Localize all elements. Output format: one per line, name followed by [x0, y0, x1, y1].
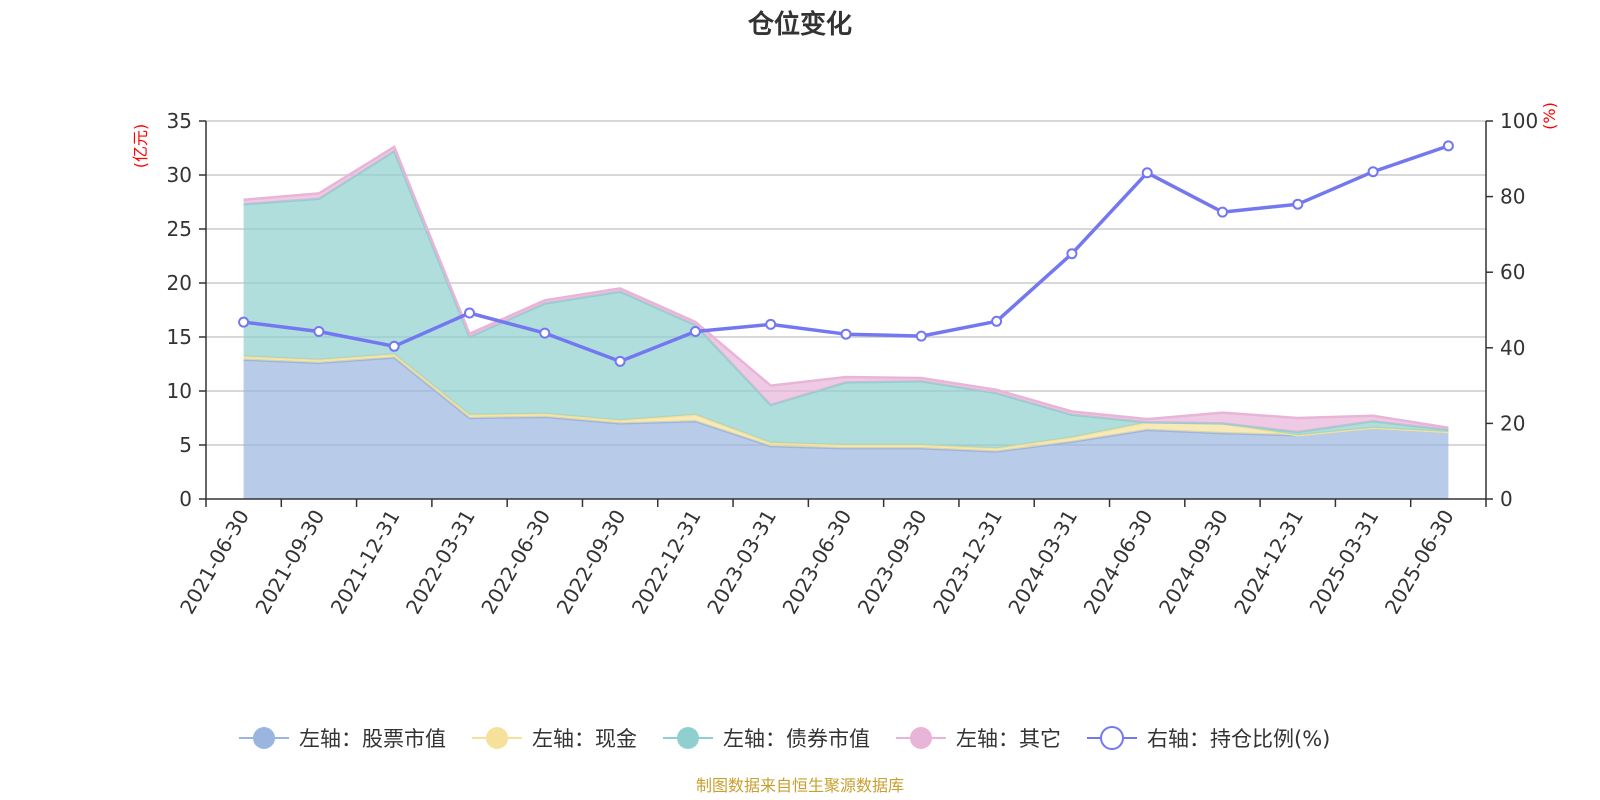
legend-marker: [486, 727, 508, 749]
ratio-line: [238, 140, 1454, 367]
legend-label: 左轴：债券市值: [723, 727, 870, 751]
line-point: [689, 326, 701, 337]
x-tick-label: 2022-09-30: [552, 506, 631, 619]
area-左轴：现金: [243, 354, 1449, 452]
x-tick-label: 2021-12-31: [326, 506, 405, 619]
x-tick-label: 2022-06-30: [476, 506, 555, 619]
legend-label: 左轴：其它: [956, 727, 1061, 751]
left-tick-label: 30: [167, 163, 192, 187]
legend-label: 左轴：现金: [532, 727, 637, 751]
left-tick-label: 10: [167, 379, 192, 403]
legend: 左轴：股票市值 左轴：现金 左轴：债券市值 左轴：其它 右轴：持仓比例(%): [239, 726, 1330, 751]
x-tick-label: 2023-09-30: [853, 506, 932, 619]
legend-marker: [677, 727, 699, 749]
line-point: [1217, 206, 1228, 218]
line-point: [1141, 167, 1153, 179]
left-axis-unit: (亿元): [131, 124, 150, 169]
line-point: [238, 316, 250, 328]
right-tick-label: 100: [1500, 109, 1538, 133]
legend-label: 右轴：持仓比例(%): [1147, 727, 1330, 751]
line-point: [765, 318, 777, 330]
x-tick-label: 2025-06-30: [1380, 506, 1459, 619]
legend-item[interactable]: 左轴：债券市值: [663, 727, 870, 751]
legend-marker: [910, 727, 932, 749]
left-tick-label: 15: [167, 325, 192, 349]
line-point: [991, 315, 1003, 327]
right-tick-label: 40: [1500, 336, 1525, 360]
x-tick-label: 2023-12-31: [928, 506, 1007, 619]
right-axis-unit: (%): [1540, 102, 1559, 130]
legend-item[interactable]: 右轴：持仓比例(%): [1087, 726, 1330, 751]
x-tick-label: 2022-03-31: [401, 506, 480, 619]
line-point: [915, 330, 927, 342]
legend-item[interactable]: 左轴：现金: [472, 727, 637, 751]
x-tick-label: 2024-03-31: [1003, 506, 1082, 619]
x-tick-label: 2024-06-30: [1079, 506, 1158, 619]
right-tick-label: 80: [1500, 185, 1525, 209]
line-point: [313, 326, 325, 337]
line-point: [388, 340, 400, 352]
chart-title: 仓位变化: [747, 9, 852, 40]
x-tick-label: 2025-03-31: [1304, 506, 1383, 619]
x-tick-label: 2022-12-31: [627, 506, 706, 619]
x-tick-label: 2023-06-30: [777, 506, 856, 619]
legend-marker: [253, 727, 275, 749]
line-point: [1292, 198, 1304, 210]
legend-item[interactable]: 左轴：其它: [896, 727, 1061, 751]
x-tick-label: 2024-12-31: [1229, 506, 1308, 619]
x-tick-label: 2021-09-30: [250, 506, 329, 619]
area-edge-左轴：其它: [243, 145, 1449, 429]
left-tick-label: 5: [179, 433, 192, 457]
source-note: 制图数据来自恒生聚源数据库: [696, 776, 904, 795]
stacked-areas: [243, 145, 1449, 499]
right-tick-label: 60: [1500, 260, 1525, 284]
area-左轴：股票市值: [243, 357, 1449, 499]
x-tick-label: 2024-09-30: [1154, 506, 1233, 619]
left-tick-label: 25: [167, 217, 192, 241]
line-point: [1066, 248, 1078, 260]
line-point: [539, 327, 551, 339]
line-point: [840, 328, 852, 340]
x-tick-label: 2021-06-30: [175, 506, 254, 619]
left-tick-label: 35: [167, 109, 192, 133]
line-point: [1442, 140, 1454, 152]
area-左轴：债券市值: [243, 151, 1449, 449]
x-tick-label: 2023-03-31: [702, 506, 781, 619]
line-point: [614, 355, 626, 367]
legend-item[interactable]: 左轴：股票市值: [239, 727, 446, 751]
left-tick-label: 0: [179, 487, 192, 511]
line-point: [464, 307, 475, 319]
right-tick-label: 20: [1500, 411, 1525, 435]
legend-label: 左轴：股票市值: [299, 727, 446, 751]
left-tick-label: 20: [167, 271, 192, 295]
right-tick-label: 0: [1500, 487, 1513, 511]
line-point: [1367, 166, 1379, 178]
legend-marker: [1100, 726, 1124, 750]
